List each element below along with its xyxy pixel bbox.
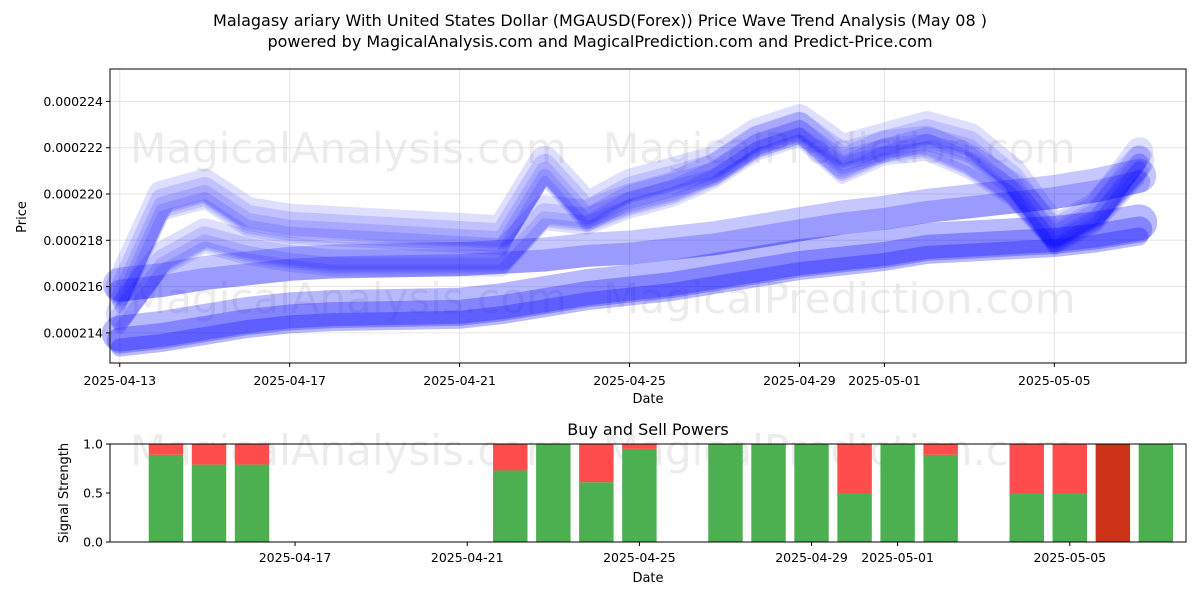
price-x-tick-label: 2025-04-29 [763,373,836,388]
watermark-mid-right: MagicalPrediction.com [603,274,1076,323]
sell-bar [493,444,528,471]
price-y-tick-label: 0.000220 [43,187,103,202]
signal-chart-title: Buy and Sell Powers [567,420,729,439]
price-axes: 2025-04-13 2025-04-17 2025-04-21 2025-04-25… [43,94,1090,388]
sell-bar [148,444,184,455]
price-plot-frame [109,68,1187,364]
sell-bar [923,444,958,455]
buy-bar [191,464,227,542]
signal-x-tick-label: 2025-05-05 [1033,550,1106,565]
wave-series-line [114,134,1145,314]
chart-subtitle: powered by MagicalAnalysis.com and Magic… [267,32,932,51]
price-x-tick-label: 2025-04-21 [423,373,496,388]
price-y-axis-label: Price [15,201,30,233]
wave-series-line [102,158,1157,302]
price-grid [110,69,1186,363]
sell-bar [579,444,614,483]
signal-x-axis-label: Date [632,571,663,586]
wave-series-line [105,111,1154,328]
buy-bar [923,454,958,542]
wave-series-layer [101,104,1158,357]
buy-bar [1009,493,1044,542]
buy-bar [837,493,872,542]
price-y-tick-label: 0.000214 [43,325,103,340]
buy-bar [579,482,614,542]
price-x-tick-label: 2025-04-13 [83,373,156,388]
wave-series-line [110,120,1149,308]
wave-series-line [110,227,1149,357]
price-x-tick-label: 2025-04-17 [253,373,326,388]
wave-series-line [106,216,1153,354]
watermark-top-left: MagicalAnalysis.com [130,124,567,173]
price-x-tick-label: 2025-05-01 [848,373,921,388]
buy-bar [794,444,829,542]
buy-bar [536,444,571,542]
signal-x-tick-label: 2025-04-25 [603,550,676,565]
price-x-tick-label: 2025-05-05 [1018,373,1091,388]
buy-bar [1138,444,1174,542]
wave-series-line [112,127,1147,311]
buy-bar [622,448,657,542]
sell-bar [1052,444,1088,493]
buy-bar [493,470,528,542]
buy-bar [880,444,915,542]
wave-series-line [101,204,1158,352]
wave-series-line [111,127,1148,332]
signal-bars [148,444,1174,542]
sell-bar [837,444,872,493]
wave-series-line [104,104,1155,304]
sell-bar [191,444,227,465]
sell-bar [234,444,270,465]
price-y-tick-label: 0.000218 [43,233,103,248]
signal-x-tick-label: 2025-04-17 [259,550,332,565]
buy-bar [1052,493,1088,542]
sell-bar [1095,444,1131,542]
sell-bar [622,444,657,449]
signal-x-tick-label: 2025-04-29 [775,550,848,565]
signal-x-tick-label: 2025-04-21 [431,550,504,565]
wave-series-line [108,119,1151,330]
price-wave-panel: MagicalAnalysis.com MagicalPrediction.co… [15,68,1187,407]
wave-series-line [107,112,1152,306]
price-y-tick-label: 0.000222 [43,140,103,155]
signal-axes: 0.0 0.5 1.0 2025-04-17 2025-04-21 2025-04-25 2… [83,437,1106,566]
signal-x-tick-label: 2025-05-01 [861,550,934,565]
watermark-top-right: MagicalPrediction.com [603,124,1076,173]
buy-bar [751,444,786,542]
price-x-axis-label: Date [632,392,663,407]
signal-y-axis-label: Signal Strength [57,443,72,543]
wave-series-line [113,134,1146,335]
price-y-tick-label: 0.000224 [43,94,103,109]
buy-sell-panel: Buy and Sell Powers MagicalAnalysis.com … [57,420,1187,586]
signal-y-tick-label: 0.5 [83,486,103,501]
price-x-tick-label: 2025-04-25 [593,373,666,388]
watermark-mid-left: MagicalAnalysis.com [130,274,567,323]
wave-series-line [108,170,1151,302]
signal-y-tick-label: 1.0 [83,437,103,452]
signal-y-tick-label: 0.0 [83,535,103,550]
price-y-tick-label: 0.000216 [43,279,103,294]
buy-bar [234,464,270,542]
chart-title: Malagasy ariary With United States Dolla… [213,11,987,30]
sell-bar [1009,444,1044,493]
buy-bar [148,454,184,542]
buy-bar [708,444,743,542]
